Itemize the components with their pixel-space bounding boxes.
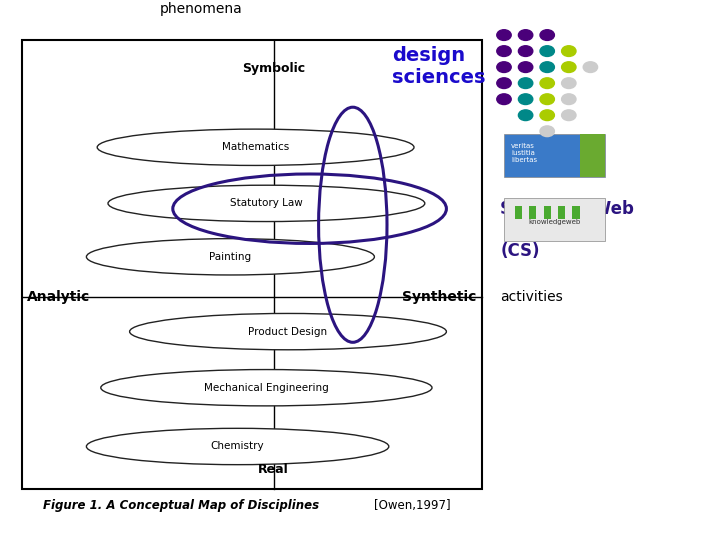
Circle shape xyxy=(497,30,511,40)
Text: Semantic Web: Semantic Web xyxy=(500,200,634,218)
Text: (CS): (CS) xyxy=(500,242,540,260)
Circle shape xyxy=(518,46,533,57)
Text: Synthetic: Synthetic xyxy=(402,290,477,304)
Circle shape xyxy=(540,78,554,89)
Text: Real: Real xyxy=(258,463,289,476)
Circle shape xyxy=(497,62,511,72)
Text: design
sciences: design sciences xyxy=(392,46,486,87)
Circle shape xyxy=(540,46,554,57)
Text: Analytic: Analytic xyxy=(27,290,91,304)
Circle shape xyxy=(562,78,576,89)
FancyBboxPatch shape xyxy=(580,134,605,177)
Text: knowledgeweb: knowledgeweb xyxy=(528,219,580,225)
Circle shape xyxy=(562,110,576,120)
Circle shape xyxy=(497,78,511,89)
Text: Chemistry: Chemistry xyxy=(211,442,264,451)
FancyBboxPatch shape xyxy=(558,206,565,219)
Ellipse shape xyxy=(86,428,389,464)
Text: Product Design: Product Design xyxy=(248,327,328,336)
Text: [Owen,1997]: [Owen,1997] xyxy=(374,499,451,512)
FancyBboxPatch shape xyxy=(504,198,605,241)
Circle shape xyxy=(583,62,598,72)
FancyBboxPatch shape xyxy=(515,206,522,219)
Circle shape xyxy=(518,30,533,40)
Circle shape xyxy=(562,94,576,105)
Ellipse shape xyxy=(97,129,414,165)
Text: Symbolic: Symbolic xyxy=(242,62,305,75)
FancyBboxPatch shape xyxy=(504,134,605,177)
Circle shape xyxy=(540,126,554,137)
Circle shape xyxy=(562,62,576,72)
Circle shape xyxy=(540,94,554,105)
FancyBboxPatch shape xyxy=(22,40,482,489)
Ellipse shape xyxy=(108,185,425,221)
Text: Figure 1. A Conceptual Map of Disciplines: Figure 1. A Conceptual Map of Discipline… xyxy=(43,499,320,512)
Circle shape xyxy=(540,110,554,120)
Text: veritas
iustitia
libertas: veritas iustitia libertas xyxy=(511,143,537,163)
Text: Statutory Law: Statutory Law xyxy=(230,198,303,208)
Circle shape xyxy=(540,30,554,40)
Circle shape xyxy=(518,94,533,105)
FancyBboxPatch shape xyxy=(529,206,536,219)
Circle shape xyxy=(540,62,554,72)
Circle shape xyxy=(518,110,533,120)
Text: Painting: Painting xyxy=(210,252,251,262)
Text: activities: activities xyxy=(500,290,563,304)
Text: phenomena: phenomena xyxy=(161,2,243,16)
Ellipse shape xyxy=(101,369,432,406)
Ellipse shape xyxy=(130,313,446,350)
Text: Mathematics: Mathematics xyxy=(222,142,289,152)
Circle shape xyxy=(497,46,511,57)
Circle shape xyxy=(518,62,533,72)
Ellipse shape xyxy=(86,239,374,275)
FancyBboxPatch shape xyxy=(572,206,580,219)
Circle shape xyxy=(518,78,533,89)
FancyBboxPatch shape xyxy=(544,206,551,219)
Circle shape xyxy=(497,94,511,105)
Text: Mechanical Engineering: Mechanical Engineering xyxy=(204,383,329,393)
Circle shape xyxy=(562,46,576,57)
